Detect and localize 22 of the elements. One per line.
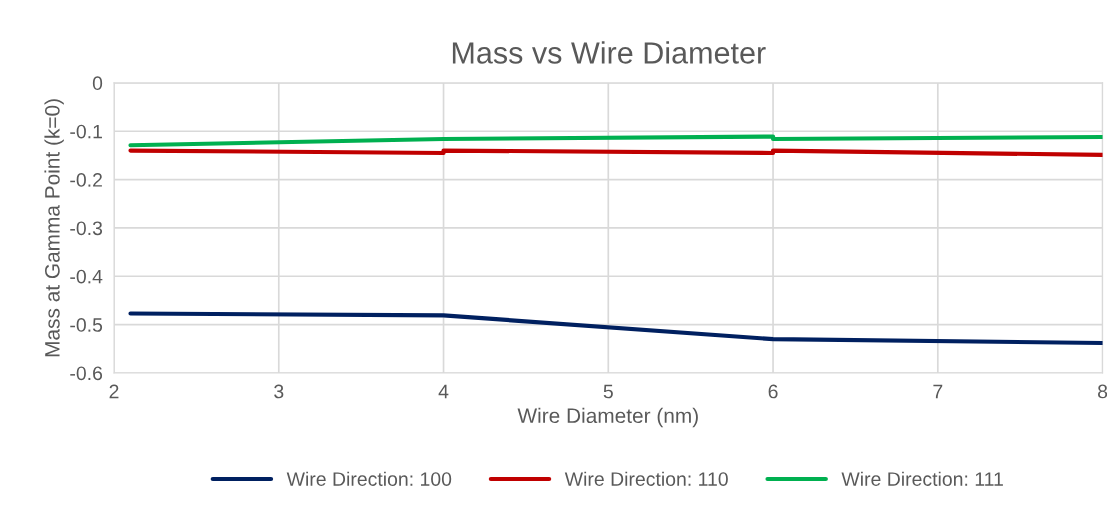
x-tick-label: 8: [1098, 384, 1107, 399]
y-tick-label: -0.4: [70, 269, 103, 284]
y-axis-title: Mass at Gamma Point (k=0): [44, 99, 64, 357]
y-tick-label: -0.2: [70, 173, 102, 187]
legend-label: Wire Direction: 110: [564, 471, 728, 486]
x-axis-title: Wire Diameter (nm): [517, 407, 698, 428]
y-tick-label: -0.1: [70, 124, 102, 139]
legend-label: Wire Direction: 111: [841, 471, 1003, 486]
x-tick-label: 3: [274, 384, 284, 399]
line-series: [128, 134, 1103, 148]
x-tick-label: 7: [933, 384, 943, 399]
y-tick-label: -0.6: [70, 366, 103, 381]
line-series: [128, 311, 1103, 346]
x-tick-label: 2: [109, 384, 119, 399]
x-tick-label: 6: [768, 384, 778, 399]
y-tick-label: -0.5: [70, 318, 103, 332]
x-tick-label: 5: [603, 384, 613, 399]
chart-title: Mass vs Wire Diameter: [452, 41, 766, 64]
x-tick-label: 4: [438, 384, 449, 399]
y-tick-label: 0: [92, 76, 103, 91]
y-tick-label: -0.3: [70, 221, 103, 236]
legend-label: Wire Direction: 100: [286, 471, 452, 486]
